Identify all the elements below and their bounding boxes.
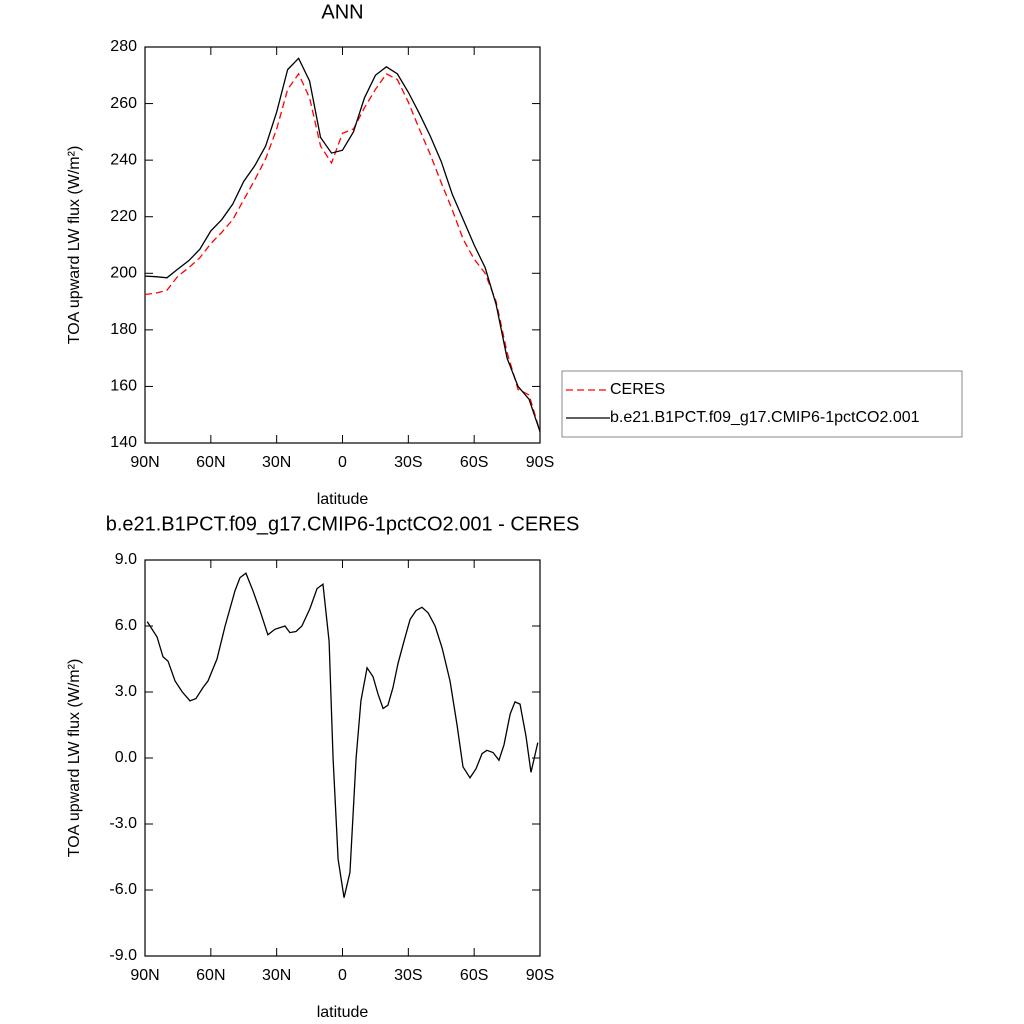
x-tick-label: 60N [196, 454, 225, 471]
x-tick-label: 90N [130, 454, 159, 471]
y-tick-label: 160 [110, 378, 137, 395]
x-tick-label: 30N [262, 967, 291, 984]
x-tick-label: 60N [196, 967, 225, 984]
x-axis-label: latitude [317, 1004, 369, 1021]
y-tick-label: 280 [110, 38, 137, 55]
y-tick-label: 220 [110, 208, 137, 225]
y-tick-label: -3.0 [109, 815, 137, 832]
x-tick-label: 60S [460, 967, 488, 984]
y-tick-label: -9.0 [109, 947, 137, 964]
legend-box [561, 370, 963, 438]
y-tick-label: 260 [110, 95, 137, 112]
chart-title: ANN [321, 1, 363, 23]
x-tick-label: 60S [460, 454, 488, 471]
legend-label: CERES [610, 381, 665, 398]
y-tick-label: 9.0 [115, 551, 137, 568]
x-tick-label: 0 [338, 967, 347, 984]
data-line [146, 572, 539, 898]
y-axis-label: TOA upward LW flux (W/m²) [66, 146, 83, 345]
x-tick-label: 90S [526, 967, 554, 984]
y-tick-label: -6.0 [109, 881, 137, 898]
y-tick-label: 3.0 [115, 683, 137, 700]
legend-label: b.e21.B1PCT.f09_g17.CMIP6-1pctCO2.001 [610, 409, 920, 426]
y-tick-label: 0.0 [115, 749, 137, 766]
data-line [144, 57, 541, 432]
x-tick-label: 30S [394, 454, 422, 471]
y-tick-label: 240 [110, 151, 137, 168]
x-axis-label: latitude [317, 491, 369, 508]
y-tick-label: 6.0 [115, 617, 137, 634]
x-tick-label: 0 [338, 454, 347, 471]
x-tick-label: 90N [130, 967, 159, 984]
chart-title: b.e21.B1PCT.f09_g17.CMIP6-1pctCO2.001 - … [106, 513, 580, 535]
y-tick-label: 180 [110, 321, 137, 338]
x-tick-label: 90S [526, 454, 554, 471]
y-tick-label: 140 [110, 434, 137, 451]
x-tick-label: 30N [262, 454, 291, 471]
data-line [144, 72, 541, 432]
y-axis-label: TOA upward LW flux (W/m²) [66, 659, 83, 858]
x-tick-label: 30S [394, 967, 422, 984]
y-tick-label: 200 [110, 265, 137, 282]
plot-frame [144, 46, 541, 444]
